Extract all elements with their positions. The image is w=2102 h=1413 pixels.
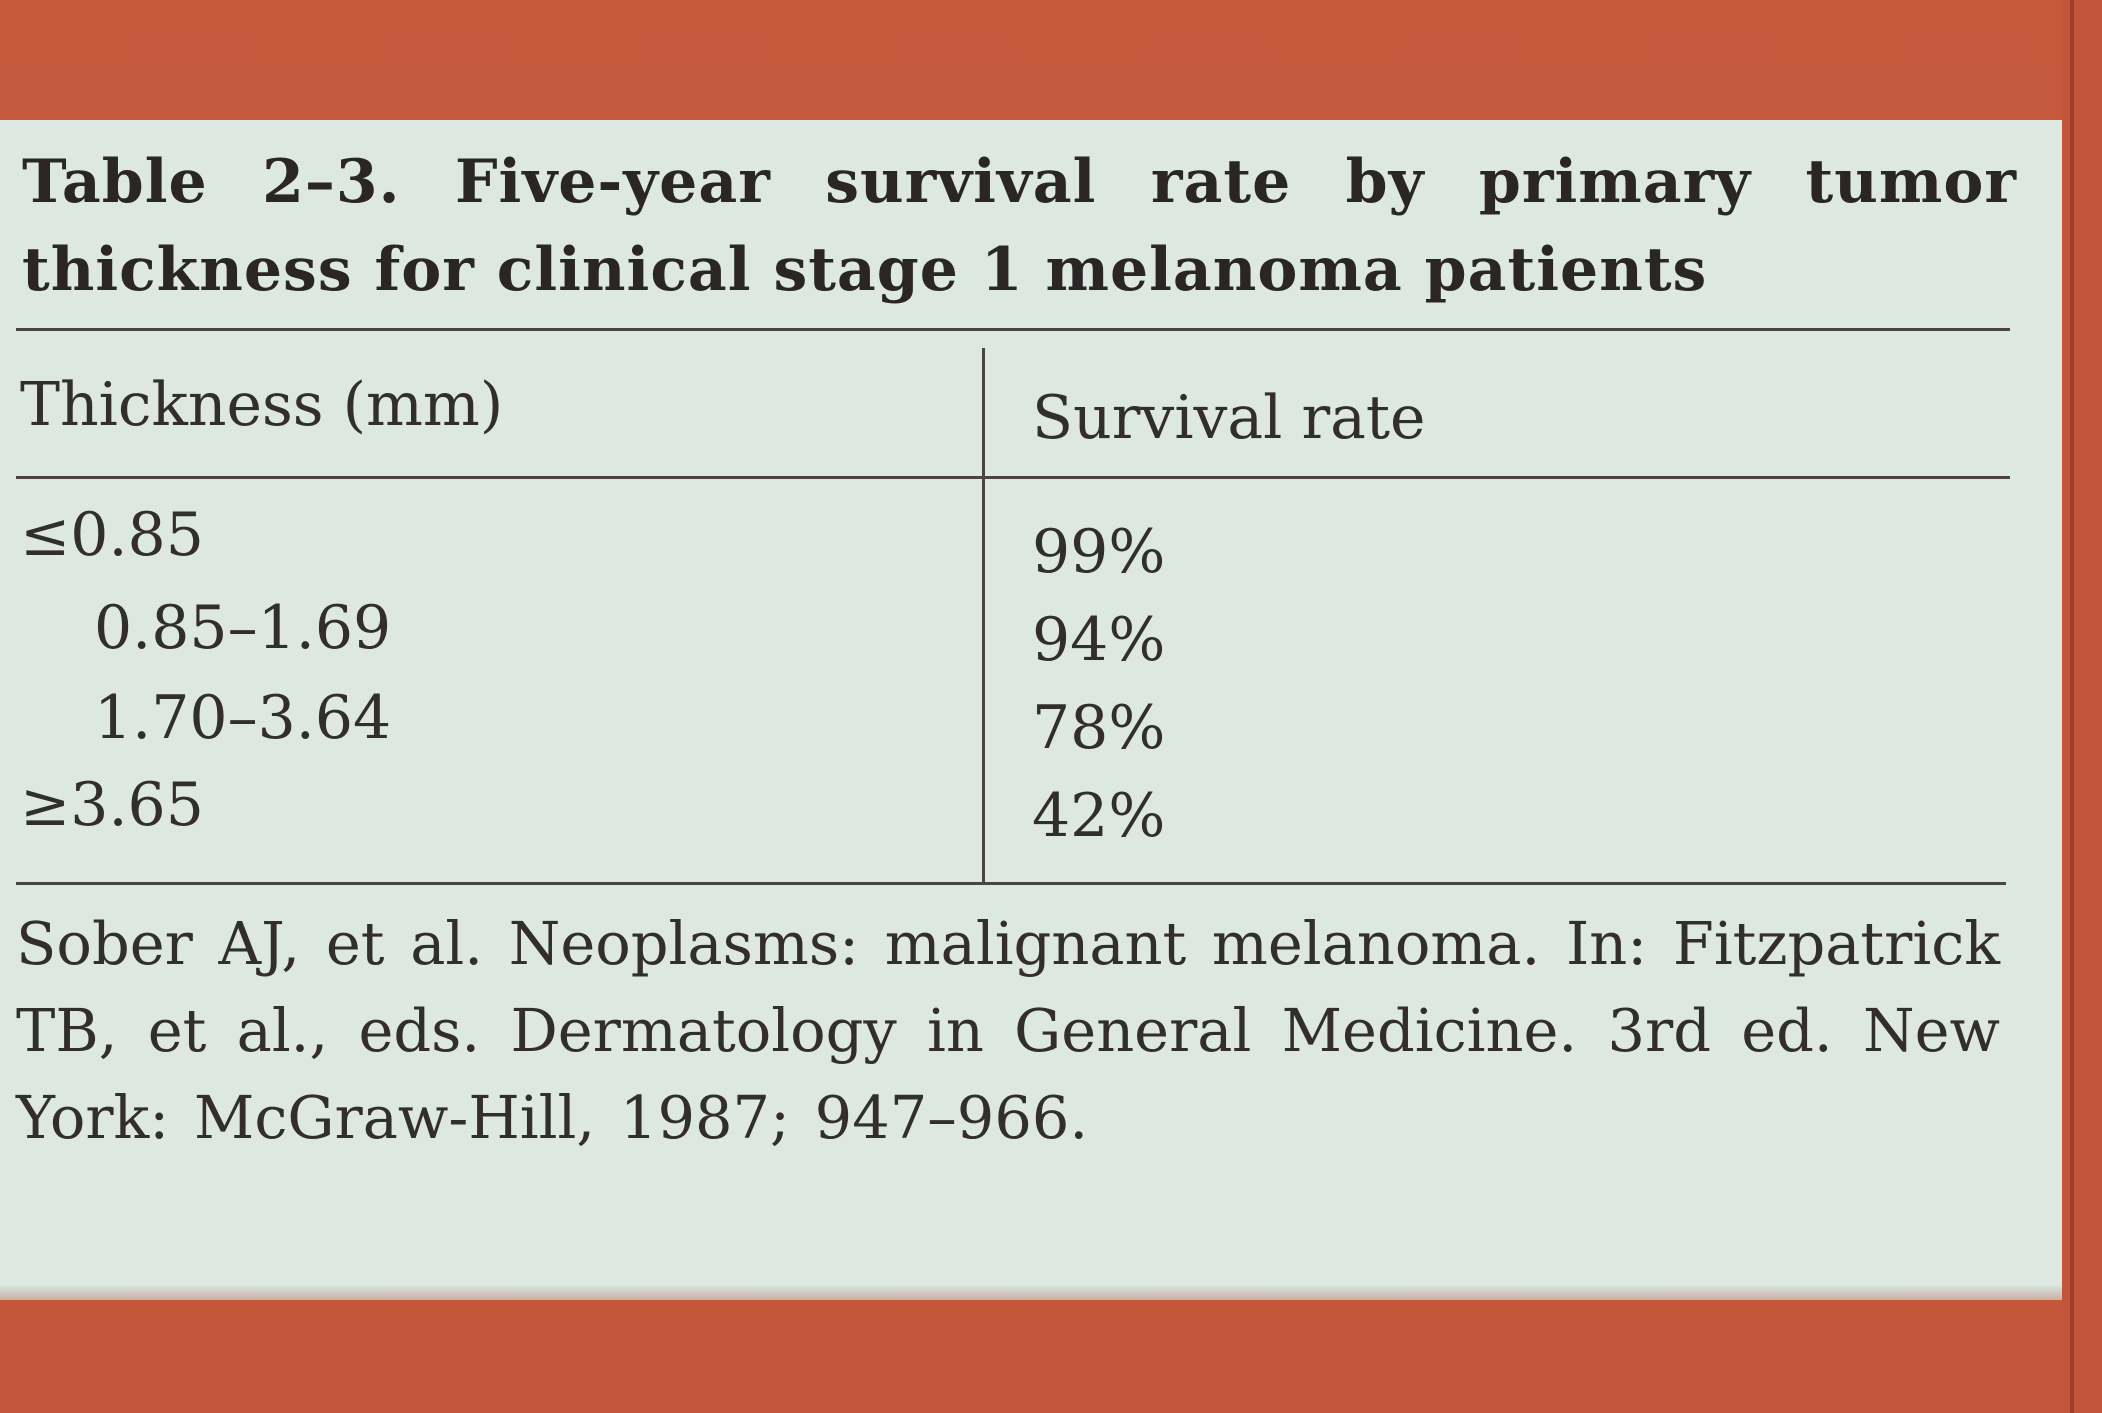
- frame-border-bottom: [0, 1300, 2102, 1413]
- thickness-row-2: 0.85–1.69: [94, 593, 392, 663]
- thickness-row-3: 1.70–3.64: [94, 683, 392, 753]
- frame-border-right: [2062, 0, 2102, 1413]
- survival-row-4: 42%: [1032, 781, 1166, 851]
- survival-row-2: 94%: [1032, 605, 1166, 675]
- frame-border-top: [0, 0, 2102, 120]
- title-rule: [16, 328, 2010, 331]
- table-title: Table 2–3. Five-year survival rate by pr…: [22, 147, 2017, 305]
- column-divider: [982, 348, 985, 884]
- header-thickness: Thickness (mm): [20, 370, 504, 440]
- frame-edge-line: [2070, 0, 2074, 1413]
- thickness-row-1: ≤0.85: [20, 500, 204, 570]
- thickness-row-4: ≥3.65: [20, 770, 204, 840]
- header-rule: [16, 476, 2010, 479]
- survival-row-1: 99%: [1032, 517, 1166, 587]
- source-citation: Sober AJ, et al. Neoplasms: malignant me…: [16, 909, 2000, 1152]
- table-bottom-rule: [16, 882, 2006, 885]
- survival-row-3: 78%: [1032, 693, 1166, 763]
- header-survival: Survival rate: [1032, 383, 1426, 453]
- table-card: [0, 120, 2064, 1300]
- card-shadow: [0, 1286, 2064, 1304]
